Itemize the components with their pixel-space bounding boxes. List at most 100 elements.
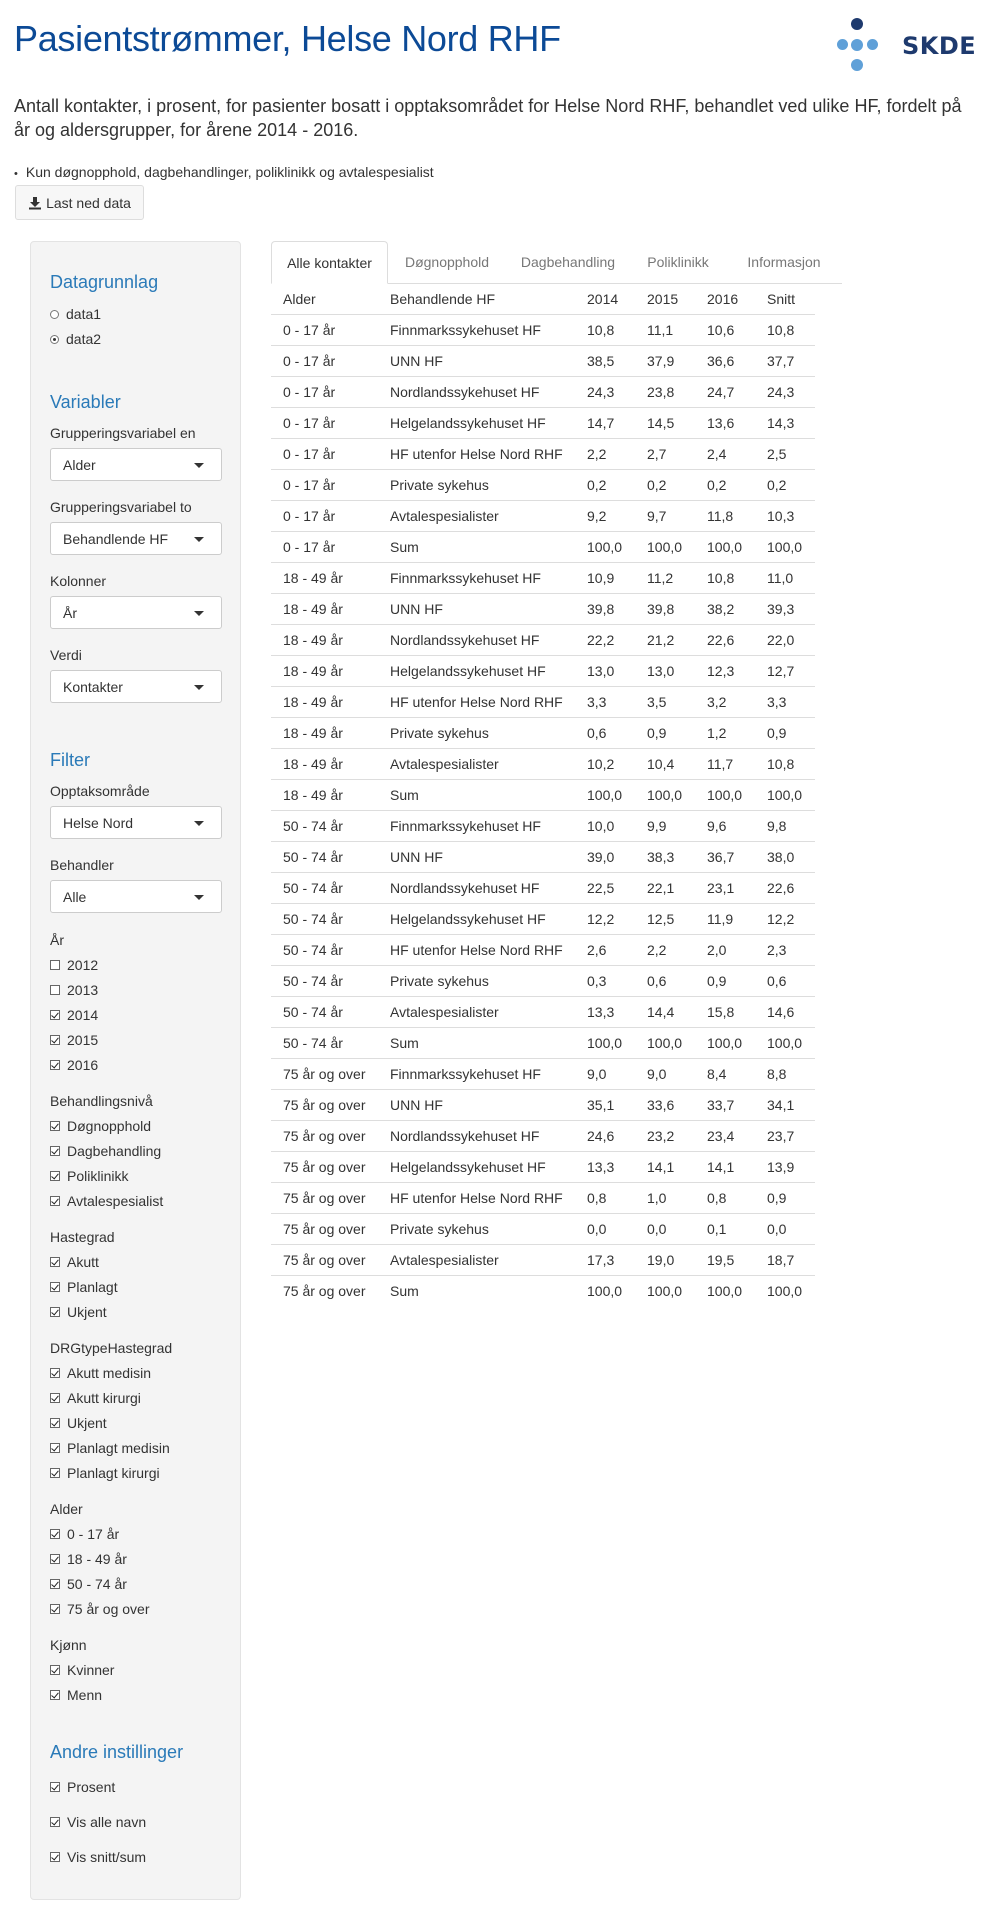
table-row: 0 - 17 år Helgelandssykehuset HF 14,7 14,5 1… xyxy=(271,407,815,439)
checkbox[interactable] xyxy=(50,1010,60,1020)
checkbox[interactable] xyxy=(50,1817,60,1827)
checkbox[interactable] xyxy=(50,1171,60,1181)
checkbox[interactable] xyxy=(50,1257,60,1267)
field-label-gruppering-to: Grupperingsvariabel to xyxy=(50,499,192,515)
checkbox[interactable] xyxy=(50,1529,60,1539)
tab-dagbehandling[interactable]: Dagbehandling xyxy=(520,254,616,270)
checkbox[interactable] xyxy=(50,1307,60,1317)
checkbox[interactable] xyxy=(50,1368,60,1378)
filter-checkbox-row[interactable]: Planlagt xyxy=(50,1279,118,1295)
select-behandler[interactable]: Alle xyxy=(50,880,222,913)
radio-data2[interactable]: data2 xyxy=(50,331,101,347)
select-gruppering-to[interactable]: Behandlende HF xyxy=(50,522,222,555)
table-row: 50 - 74 år Nordlandssykehuset HF 22,5 22,1 2… xyxy=(271,872,815,904)
checkbox[interactable] xyxy=(50,1554,60,1564)
checkbox[interactable] xyxy=(50,1060,60,1070)
filter-checkbox-row[interactable]: 2013 xyxy=(50,982,98,998)
filter-checkbox-row[interactable]: Planlagt kirurgi xyxy=(50,1465,160,1481)
table-cell: 0,2 xyxy=(695,469,755,501)
filter-checkbox-row[interactable]: Akutt xyxy=(50,1254,99,1270)
checkbox[interactable] xyxy=(50,985,60,995)
checkbox[interactable] xyxy=(50,1852,60,1862)
filter-checkbox-row[interactable]: Akutt medisin xyxy=(50,1365,151,1381)
checkbox-label: Ukjent xyxy=(67,1415,107,1431)
checkbox[interactable] xyxy=(50,1782,60,1792)
caret-down-icon xyxy=(194,821,204,826)
checkbox[interactable] xyxy=(50,1690,60,1700)
checkbox[interactable] xyxy=(50,1146,60,1156)
select-gruppering-en[interactable]: Alder xyxy=(50,448,222,481)
checkbox[interactable] xyxy=(50,1665,60,1675)
checkbox-label: 0 - 17 år xyxy=(67,1526,120,1542)
radio-data1[interactable]: data1 xyxy=(50,306,101,322)
setting-checkbox-row[interactable]: Vis snitt/sum xyxy=(50,1849,146,1865)
checkbox[interactable] xyxy=(50,1393,60,1403)
filter-checkbox-row[interactable]: Avtalespesialist xyxy=(50,1193,163,1209)
table-cell: Sum xyxy=(378,1275,575,1306)
field-label-verdi: Verdi xyxy=(50,647,82,663)
filter-checkbox-row[interactable]: Døgnopphold xyxy=(50,1118,151,1134)
table-cell: 14,1 xyxy=(635,1151,695,1183)
table-row: 75 år og over Helgelandssykehuset HF 13,3 1… xyxy=(271,1151,815,1183)
filter-checkbox-row[interactable]: 2014 xyxy=(50,1007,98,1023)
filter-checkbox-row[interactable]: Ukjent xyxy=(50,1415,107,1431)
checkbox[interactable] xyxy=(50,1579,60,1589)
filter-checkbox-row[interactable]: Dagbehandling xyxy=(50,1143,161,1159)
table-cell: 22,0 xyxy=(755,624,815,656)
filter-checkbox-row[interactable]: 2015 xyxy=(50,1032,98,1048)
table-cell: 2,6 xyxy=(575,934,635,966)
filter-checkbox-row[interactable]: 0 - 17 år xyxy=(50,1526,119,1542)
filter-checkbox-row[interactable]: 18 - 49 år xyxy=(50,1551,127,1567)
filter-checkbox-row[interactable]: Akutt kirurgi xyxy=(50,1390,141,1406)
tab-alle-kontakter[interactable]: Alle kontakter xyxy=(271,241,388,284)
checkbox-label: 75 år og over xyxy=(67,1601,150,1617)
filter-checkbox-row[interactable]: Menn xyxy=(50,1687,102,1703)
table-cell: 3,3 xyxy=(755,686,815,718)
checkbox[interactable] xyxy=(50,1468,60,1478)
table-cell: HF utenfor Helse Nord RHF xyxy=(378,686,575,718)
table-cell: 9,0 xyxy=(575,1058,635,1090)
checkbox[interactable] xyxy=(50,1443,60,1453)
radio-button[interactable] xyxy=(50,334,59,344)
table-cell: 24,3 xyxy=(575,376,635,408)
table-cell: 10,6 xyxy=(695,314,755,346)
select-kolonner[interactable]: År xyxy=(50,596,222,629)
tab-poliklinikk[interactable]: Poliklinikk xyxy=(647,254,709,270)
table-cell: 0 - 17 år xyxy=(271,500,378,532)
filter-checkbox-row[interactable]: 2012 xyxy=(50,957,98,973)
tab-dognopphold[interactable]: Døgnopphold xyxy=(404,254,490,270)
table-cell: 22,1 xyxy=(635,872,695,904)
table-cell: 100,0 xyxy=(635,1275,695,1306)
filter-checkbox-row[interactable]: Kvinner xyxy=(50,1662,114,1678)
checkbox[interactable] xyxy=(50,1035,60,1045)
filter-checkbox-row[interactable]: Ukjent xyxy=(50,1304,107,1320)
tab-informasjon[interactable]: Informasjon xyxy=(747,254,821,270)
table-cell: 100,0 xyxy=(575,779,635,811)
checkbox[interactable] xyxy=(50,960,60,970)
checkbox[interactable] xyxy=(50,1282,60,1292)
table-cell: 22,6 xyxy=(755,872,815,904)
table-cell: 1,2 xyxy=(695,717,755,749)
download-data-button[interactable]: Last ned data xyxy=(15,185,144,220)
table-cell: 14,3 xyxy=(755,407,815,439)
filter-checkbox-row[interactable]: 50 - 74 år xyxy=(50,1576,127,1592)
checkbox[interactable] xyxy=(50,1604,60,1614)
table-cell: 0,1 xyxy=(695,1213,755,1245)
filter-checkbox-row[interactable]: Planlagt medisin xyxy=(50,1440,170,1456)
filter-group-label-drgtypehastegrad: DRGtypeHastegrad xyxy=(50,1340,173,1356)
table-cell: 2,2 xyxy=(575,438,635,470)
table-cell: 0,2 xyxy=(755,469,815,501)
setting-checkbox-row[interactable]: Prosent xyxy=(50,1779,115,1795)
select-opptaksomrade[interactable]: Helse Nord xyxy=(50,806,222,839)
filter-checkbox-row[interactable]: 2016 xyxy=(50,1057,98,1073)
setting-checkbox-row[interactable]: Vis alle navn xyxy=(50,1814,146,1830)
filter-checkbox-row[interactable]: 75 år og over xyxy=(50,1601,150,1617)
checkbox[interactable] xyxy=(50,1418,60,1428)
select-verdi[interactable]: Kontakter xyxy=(50,670,222,703)
checkbox[interactable] xyxy=(50,1196,60,1206)
checkbox[interactable] xyxy=(50,1121,60,1131)
table-row: 0 - 17 år Private sykehus 0,2 0,2 0,2 0,2 xyxy=(271,469,815,501)
filter-checkbox-row[interactable]: Poliklinikk xyxy=(50,1168,128,1184)
table-cell: 0,2 xyxy=(635,469,695,501)
radio-button[interactable] xyxy=(50,309,59,319)
